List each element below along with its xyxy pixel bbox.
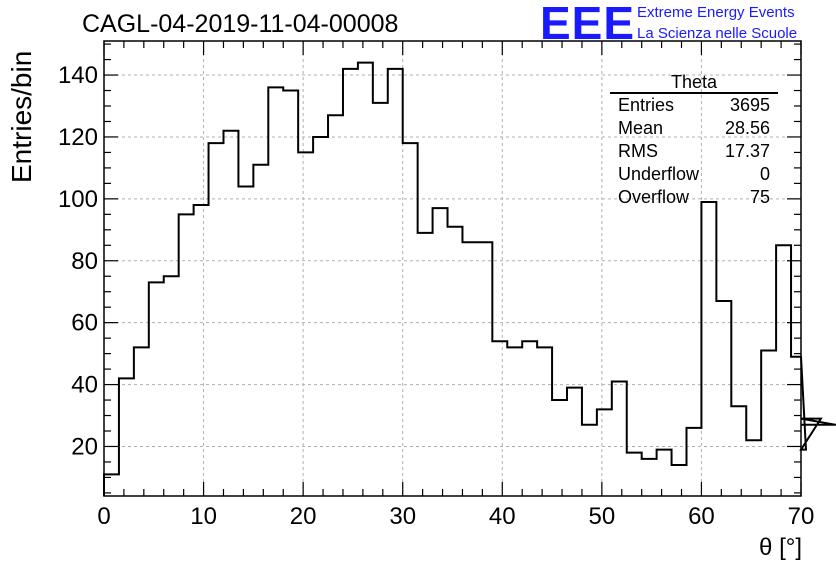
eee-logo: EEE	[540, 0, 636, 49]
y-tick-label: 40	[71, 372, 98, 399]
stats-label: RMS	[618, 141, 658, 161]
x-tick-label: 30	[389, 503, 416, 530]
project-subtitle: La Scienza nelle Scuole	[637, 25, 798, 42]
stats-label: Mean	[618, 118, 664, 138]
stats-row-underflow: Underflow 0	[610, 163, 778, 186]
stats-value: 3695	[729, 95, 770, 115]
project-name: Extreme Energy Events	[637, 4, 795, 21]
stats-row-rms: RMS 17.37	[610, 140, 778, 163]
y-tick-label: 20	[71, 433, 98, 460]
run-title: CAGL-04-2019-11-04-00008	[82, 10, 399, 38]
histogram-series	[103, 61, 836, 496]
y-tick-label: 140	[58, 62, 98, 89]
x-tick-label: 50	[589, 503, 616, 530]
x-tick-label: 20	[290, 503, 317, 530]
y-tick-label: 120	[58, 124, 98, 151]
stats-value: 28.56	[724, 118, 770, 138]
stats-row-mean: Mean 28.56	[610, 117, 778, 140]
stats-value: 17.37	[724, 141, 770, 161]
x-tick-label: 10	[190, 503, 217, 530]
plot-border	[103, 40, 802, 497]
stats-row-entries: Entries 3695	[610, 94, 778, 117]
stats-label: Underflow	[618, 164, 700, 184]
stats-value: 0	[759, 164, 770, 184]
y-tick-label: 80	[71, 248, 98, 275]
stats-value: 75	[749, 187, 770, 207]
x-axis-label: θ [°]	[759, 534, 802, 561]
x-axis: 0 10 20 30 40 50 60 70	[97, 41, 814, 530]
y-tick-label: 100	[58, 186, 98, 213]
x-tick-label: 0	[97, 503, 110, 530]
stats-box: Theta Entries 3695 Mean 28.56 RMS 17.37 …	[610, 72, 778, 209]
x-tick-label: 70	[788, 503, 815, 530]
stats-row-overflow: Overflow 75	[610, 186, 778, 209]
y-axis: 20 40 60 80 100 120 140	[58, 43, 801, 494]
x-tick-label: 40	[489, 503, 516, 530]
stats-title: Theta	[610, 72, 778, 94]
stats-label: Overflow	[618, 187, 690, 207]
y-axis-label: Entries/bin	[6, 50, 37, 183]
histogram-line	[103, 61, 836, 496]
stats-label: Entries	[618, 95, 675, 115]
plot-frame	[103, 40, 802, 497]
x-tick-label: 60	[688, 503, 715, 530]
grid-lines	[104, 41, 801, 496]
y-tick-label: 60	[71, 310, 98, 337]
